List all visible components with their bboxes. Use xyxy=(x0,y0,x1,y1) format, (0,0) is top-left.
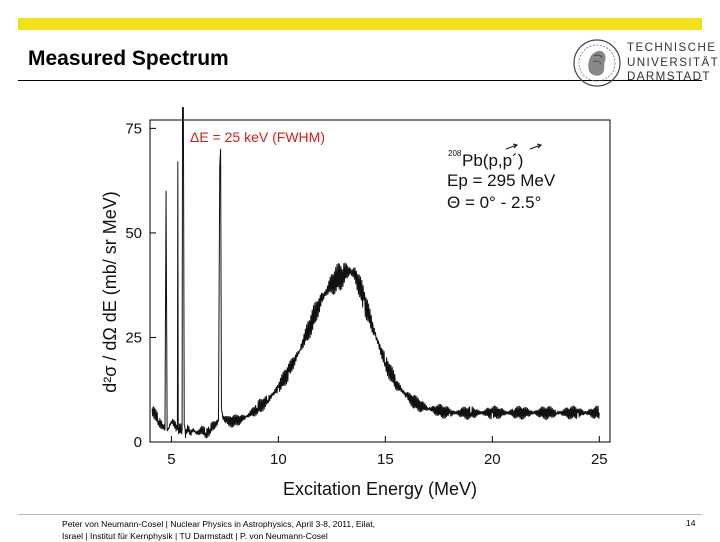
page-number: 14 xyxy=(686,518,696,528)
y-tick-label: 50 xyxy=(125,225,142,242)
x-tick-label: 15 xyxy=(377,451,394,468)
reaction-mass-number: 208 xyxy=(448,149,462,158)
x-tick-label: 20 xyxy=(484,451,501,468)
x-tick-label: 10 xyxy=(270,451,287,468)
x-axis-title: Excitation Energy (MeV) xyxy=(283,479,477,499)
title-divider xyxy=(18,80,702,81)
beam-energy-annotation: Ep = 295 MeV xyxy=(447,171,556,190)
footer-line-2: Israel | Institut für Kernphysik | TU Da… xyxy=(62,531,328,541)
proton-vector-arrow xyxy=(505,143,518,150)
angle-annotation: Θ = 0° - 2.5° xyxy=(447,193,541,212)
footer-line-1: Peter von Neumann-Cosel | Nuclear Physic… xyxy=(62,519,376,529)
spectrum-line xyxy=(151,106,600,439)
x-tick-label: 25 xyxy=(591,451,608,468)
logo-line-3: DARMSTADT xyxy=(627,70,711,84)
university-seal-icon xyxy=(573,39,621,87)
scattered-proton-vector-arrow xyxy=(529,143,542,150)
resolution-annotation: ΔE = 25 keV (FWHM) xyxy=(190,129,325,145)
y-tick-label: 0 xyxy=(134,434,142,451)
university-wordmark: TECHNISCHE UNIVERSITÄT DARMSTADT xyxy=(627,41,719,85)
footer-divider xyxy=(18,514,702,515)
y-axis-title: d²σ / dΩ dE (mb/ sr MeV) xyxy=(100,191,120,393)
logo-line-2: UNIVERSITÄT xyxy=(627,55,720,69)
y-tick-label: 75 xyxy=(125,120,142,137)
header-accent-bar xyxy=(18,18,702,30)
spectrum-chart: 5 10 15 20 25 0 25 50 75 ΔE = 25 keV (FWHM) 208 … xyxy=(90,100,630,510)
logo-line-1: TECHNISCHE xyxy=(627,41,717,54)
y-tick-label: 25 xyxy=(125,329,142,346)
plot-frame xyxy=(149,119,611,443)
x-tick-label: 5 xyxy=(167,451,175,468)
reaction-annotation: Pb(p,p´) xyxy=(462,151,523,170)
footer-citation: Peter von Neumann-Cosel | Nuclear Physic… xyxy=(62,518,482,542)
slide-title: Measured Spectrum xyxy=(28,47,229,70)
